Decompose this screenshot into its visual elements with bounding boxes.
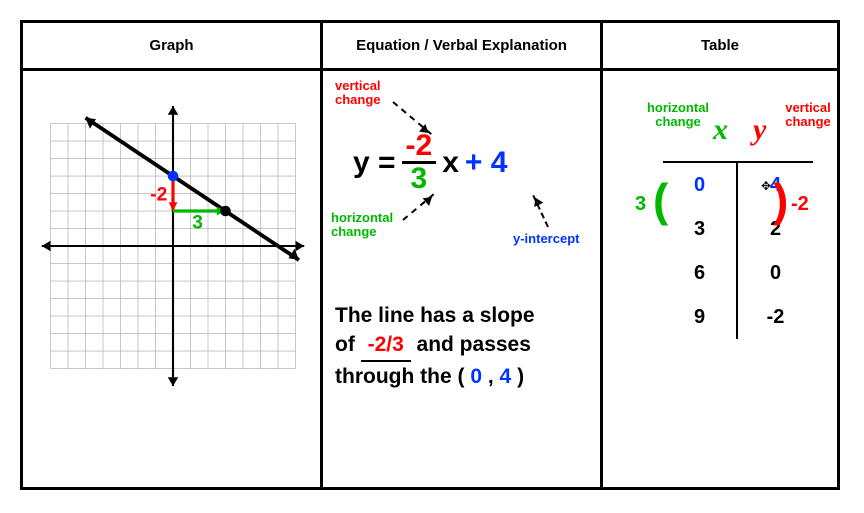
- table-cell-y: 0: [738, 251, 813, 295]
- delta-y-value: -2: [791, 193, 809, 216]
- cursor-icon: ✥: [761, 179, 771, 193]
- vertical-change-label: vertical change: [335, 79, 390, 108]
- slope-fraction: -2 3: [402, 131, 437, 194]
- table-cell-x: 6: [663, 251, 738, 295]
- three-column-frame: Graph: [20, 20, 840, 490]
- delta-x-paren: (: [653, 173, 668, 227]
- table-body: horizontal change x y vertical change 04…: [603, 71, 837, 487]
- graph-line: [86, 118, 300, 260]
- table-header: Table: [603, 23, 837, 71]
- xy-table: 0432609-2: [663, 161, 813, 339]
- column-equation: Equation / Verbal Explanation vertical c…: [323, 23, 603, 487]
- coordinate-graph: -2 3: [33, 81, 313, 411]
- equation-formula: y = -2 3 x + 4: [353, 131, 507, 194]
- run-value-label: 3: [192, 213, 203, 234]
- verbal-line1: The line has a slope: [335, 301, 535, 330]
- horizontal-change-arrow: [402, 194, 434, 221]
- plus-intercept: + 4: [465, 146, 508, 180]
- table-cell-x: 3: [663, 207, 738, 251]
- table-wrap: horizontal change x y vertical change 04…: [613, 81, 827, 477]
- x-header: x: [713, 113, 728, 147]
- graph-header: Graph: [23, 23, 320, 71]
- verbal-line2: of -2/3 and passes: [335, 330, 535, 361]
- delta-y-paren: ): [773, 173, 788, 227]
- yintercept-arrow: [532, 195, 549, 228]
- verbal-line3: through the ( 0 , 4 ): [335, 362, 535, 391]
- equation-header: Equation / Verbal Explanation: [323, 23, 600, 71]
- rise-value-label: -2: [150, 185, 167, 206]
- table-row: 9-2: [663, 295, 813, 339]
- y-equals: y =: [353, 146, 396, 180]
- point-second: [220, 206, 231, 217]
- graph-body: -2 3: [23, 71, 320, 487]
- verbal-description: The line has a slope of -2/3 and passes …: [335, 301, 535, 391]
- table-row: 60: [663, 251, 813, 295]
- table-cell-y: -2: [738, 295, 813, 339]
- column-table: Table horizontal change x y vertical cha…: [603, 23, 837, 487]
- y-change-label: vertical change: [778, 101, 838, 130]
- equation-body: vertical change y = -2 3 x + 4 horizonta…: [323, 71, 600, 487]
- yintercept-label: y-intercept: [513, 231, 579, 246]
- x-variable: x: [442, 146, 459, 180]
- horizontal-change-label: horizontal change: [331, 211, 401, 240]
- column-graph: Graph: [23, 23, 323, 487]
- delta-x-value: 3: [635, 193, 646, 216]
- table-cell-x: 0: [663, 163, 738, 207]
- table-cell-x: 9: [663, 295, 738, 339]
- point-yintercept: [168, 171, 179, 182]
- y-header: y: [753, 113, 766, 147]
- x-change-label: horizontal change: [643, 101, 713, 130]
- slope-blank: -2/3: [361, 330, 411, 361]
- slope-denominator: 3: [407, 164, 432, 194]
- slope-numerator: -2: [402, 131, 437, 164]
